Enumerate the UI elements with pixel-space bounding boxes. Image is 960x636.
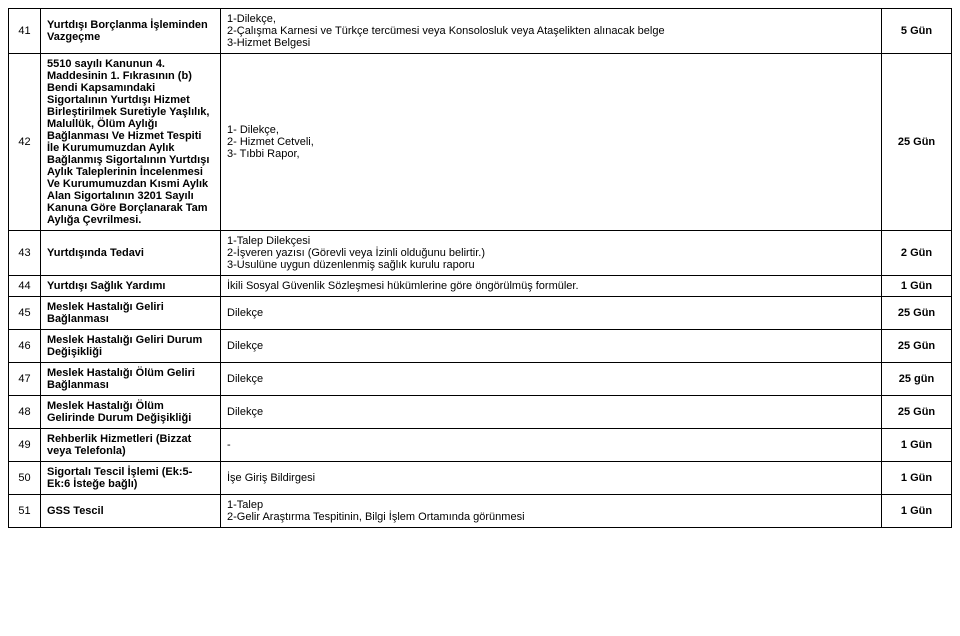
required-documents: 1-Talep 2-Gelir Araştırma Tespitinin, Bi…: [221, 495, 882, 528]
table-row: 45Meslek Hastalığı Geliri BağlanmasıDile…: [9, 297, 952, 330]
table-row: 50Sigortalı Tescil İşlemi (Ek:5-Ek:6 İst…: [9, 462, 952, 495]
service-title: Meslek Hastalığı Ölüm Geliri Bağlanması: [41, 363, 221, 396]
row-number: 45: [9, 297, 41, 330]
row-number: 41: [9, 9, 41, 54]
duration: 1 Gün: [882, 276, 952, 297]
row-number: 47: [9, 363, 41, 396]
table-row: 44Yurtdışı Sağlık Yardımıİkili Sosyal Gü…: [9, 276, 952, 297]
table-row: 46Meslek Hastalığı Geliri Durum Değişikl…: [9, 330, 952, 363]
duration: 25 Gün: [882, 297, 952, 330]
service-title: Meslek Hastalığı Geliri Durum Değişikliğ…: [41, 330, 221, 363]
service-title: GSS Tescil: [41, 495, 221, 528]
row-number: 49: [9, 429, 41, 462]
services-table: 41Yurtdışı Borçlanma İşleminden Vazgeçme…: [8, 8, 952, 528]
duration: 2 Gün: [882, 231, 952, 276]
table-row: 48Meslek Hastalığı Ölüm Gelirinde Durum …: [9, 396, 952, 429]
duration: 1 Gün: [882, 462, 952, 495]
required-documents: Dilekçe: [221, 363, 882, 396]
duration: 25 Gün: [882, 54, 952, 231]
required-documents: 1- Dilekçe, 2- Hizmet Cetveli, 3- Tıbbi …: [221, 54, 882, 231]
required-documents: İşe Giriş Bildirgesi: [221, 462, 882, 495]
table-row: 425510 sayılı Kanunun 4. Maddesinin 1. F…: [9, 54, 952, 231]
row-number: 46: [9, 330, 41, 363]
duration: 1 Gün: [882, 495, 952, 528]
service-title: Yurtdışı Sağlık Yardımı: [41, 276, 221, 297]
duration: 1 Gün: [882, 429, 952, 462]
required-documents: -: [221, 429, 882, 462]
service-title: Meslek Hastalığı Geliri Bağlanması: [41, 297, 221, 330]
duration: 25 Gün: [882, 396, 952, 429]
table-row: 43Yurtdışında Tedavi1-Talep Dilekçesi 2-…: [9, 231, 952, 276]
duration: 25 gün: [882, 363, 952, 396]
row-number: 50: [9, 462, 41, 495]
table-row: 47Meslek Hastalığı Ölüm Geliri Bağlanmas…: [9, 363, 952, 396]
service-title: Yurtdışı Borçlanma İşleminden Vazgeçme: [41, 9, 221, 54]
service-title: Sigortalı Tescil İşlemi (Ek:5-Ek:6 İsteğ…: [41, 462, 221, 495]
service-title: Meslek Hastalığı Ölüm Gelirinde Durum De…: [41, 396, 221, 429]
service-title: 5510 sayılı Kanunun 4. Maddesinin 1. Fık…: [41, 54, 221, 231]
row-number: 42: [9, 54, 41, 231]
table-row: 41Yurtdışı Borçlanma İşleminden Vazgeçme…: [9, 9, 952, 54]
duration: 25 Gün: [882, 330, 952, 363]
table-row: 49Rehberlik Hizmetleri (Bizzat veya Tele…: [9, 429, 952, 462]
row-number: 43: [9, 231, 41, 276]
row-number: 51: [9, 495, 41, 528]
required-documents: Dilekçe: [221, 396, 882, 429]
row-number: 48: [9, 396, 41, 429]
duration: 5 Gün: [882, 9, 952, 54]
row-number: 44: [9, 276, 41, 297]
required-documents: 1-Talep Dilekçesi 2-İşveren yazısı (Göre…: [221, 231, 882, 276]
service-title: Rehberlik Hizmetleri (Bizzat veya Telefo…: [41, 429, 221, 462]
required-documents: Dilekçe: [221, 330, 882, 363]
table-row: 51GSS Tescil1-Talep 2-Gelir Araştırma Te…: [9, 495, 952, 528]
required-documents: İkili Sosyal Güvenlik Sözleşmesi hükümle…: [221, 276, 882, 297]
required-documents: 1-Dilekçe, 2-Çalışma Karnesi ve Türkçe t…: [221, 9, 882, 54]
required-documents: Dilekçe: [221, 297, 882, 330]
service-title: Yurtdışında Tedavi: [41, 231, 221, 276]
